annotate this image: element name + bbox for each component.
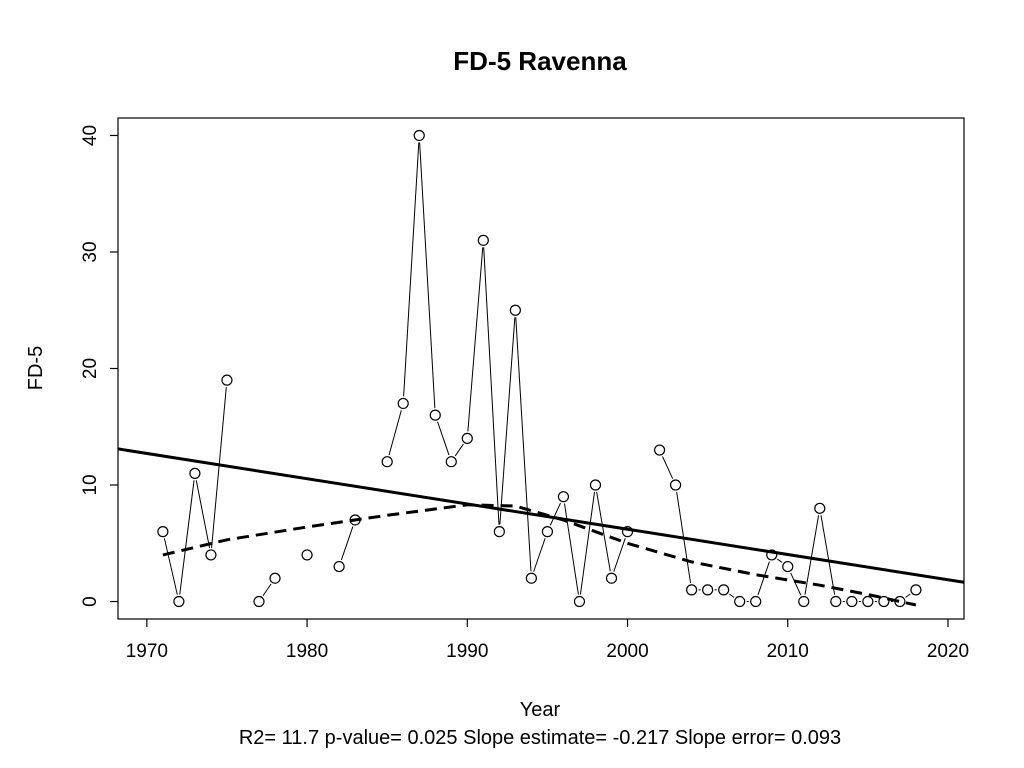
- data-point: [493, 526, 505, 538]
- series-segment: [662, 456, 674, 479]
- data-point: [173, 595, 185, 608]
- data-point: [509, 304, 521, 316]
- data-point: [269, 572, 281, 584]
- data-point: [573, 595, 586, 608]
- series-segment: [195, 480, 211, 549]
- regression-stats: R2= 11.7 p-value= 0.025 Slope estimate= …: [239, 727, 841, 749]
- x-axis-title: Year: [520, 699, 561, 721]
- data-point: [461, 432, 473, 445]
- data-point: [734, 595, 746, 608]
- series-segment: [757, 561, 770, 596]
- series-segment: [483, 247, 500, 525]
- data-point: [253, 595, 265, 608]
- x-tick-label: 1970: [126, 641, 168, 662]
- y-axis-title: FD-5: [25, 346, 47, 390]
- smoothed-trend-line: [162, 503, 917, 607]
- series-segment: [515, 317, 532, 572]
- series-segment: [533, 538, 546, 572]
- series-segment: [437, 421, 450, 456]
- data-point: [189, 467, 201, 479]
- y-tick-label: 0: [80, 596, 101, 607]
- data-point: [686, 584, 698, 596]
- series-segment: [403, 142, 420, 397]
- series-segment: [820, 515, 836, 595]
- series-segment: [340, 526, 354, 561]
- series-segment: [729, 593, 735, 598]
- x-tick-label: 2020: [927, 641, 969, 662]
- y-tick-label: 10: [80, 474, 101, 495]
- x-tick-label: 2010: [767, 641, 809, 662]
- data-point: [301, 549, 313, 561]
- x-tick-label: 1980: [286, 641, 328, 662]
- data-point: [157, 526, 169, 538]
- data-point: [477, 234, 489, 246]
- chart-title: FD-5 Ravenna: [453, 46, 627, 76]
- series-segment: [790, 572, 802, 596]
- data-point: [541, 526, 554, 538]
- y-tick-label: 40: [80, 125, 101, 146]
- y-tick-label: 30: [80, 241, 101, 262]
- series-segment: [419, 142, 436, 409]
- series-segment: [467, 247, 484, 432]
- data-point: [653, 444, 666, 456]
- series-segment: [211, 387, 227, 548]
- data-point: [830, 595, 842, 608]
- data-point: [702, 584, 714, 596]
- series-segment: [777, 558, 783, 563]
- data-point: [221, 374, 233, 386]
- data-point: [782, 560, 794, 573]
- series-segment: [262, 583, 272, 597]
- data-point: [605, 572, 618, 584]
- series-segment: [563, 503, 579, 595]
- data-point: [718, 584, 730, 596]
- y-tick-label: 20: [80, 358, 101, 379]
- axis-layer: 1970 1980 1990 2000 2010 2020 0 10 20 30 40: [80, 125, 969, 662]
- data-point: [557, 491, 570, 503]
- data-point: [814, 502, 826, 514]
- x-tick-label: 2000: [606, 641, 648, 662]
- data-point: [798, 595, 810, 608]
- series-segment: [804, 515, 820, 595]
- data-point: [381, 456, 393, 468]
- series-segment: [179, 480, 195, 595]
- series-segment: [613, 538, 626, 572]
- data-point: [878, 595, 890, 608]
- data-point: [445, 456, 457, 468]
- data-point: [862, 595, 874, 608]
- data-point: [910, 584, 922, 596]
- data-point: [333, 560, 345, 573]
- linear-trend-line: [118, 447, 964, 584]
- data-point: [589, 479, 602, 491]
- series-segment: [905, 593, 911, 598]
- series-segment: [388, 410, 402, 456]
- series-segment: [549, 502, 561, 526]
- plot-frame: [117, 117, 965, 620]
- data-point: [525, 572, 537, 584]
- data-point: [750, 595, 762, 608]
- data-point: [397, 397, 409, 410]
- series-segment: [579, 491, 596, 595]
- series-segment: [454, 443, 464, 457]
- data-point: [205, 549, 217, 561]
- series-segment: [499, 317, 516, 525]
- data-point: [846, 595, 858, 608]
- data-point: [429, 409, 441, 421]
- data-point: [669, 479, 682, 491]
- series-segment: [163, 538, 178, 595]
- x-tick-label: 1990: [446, 641, 488, 662]
- series-segment: [596, 491, 611, 572]
- data-point: [413, 129, 425, 142]
- data-layer: [118, 129, 964, 608]
